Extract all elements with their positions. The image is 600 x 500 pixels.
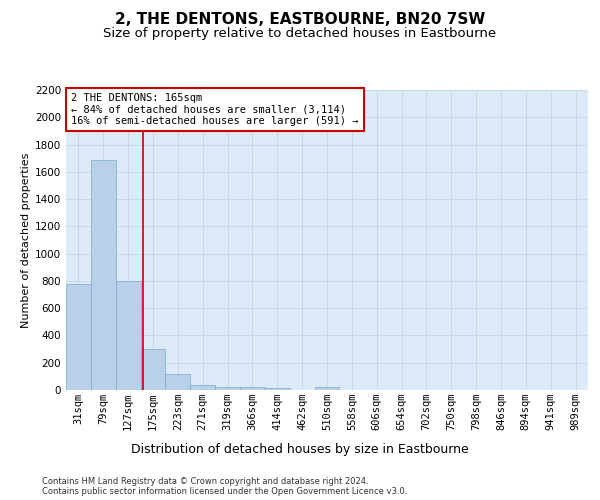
Bar [91,160,116,390]
Text: 2 THE DENTONS: 165sqm
← 84% of detached houses are smaller (3,114)
16% of semi-d: 2 THE DENTONS: 165sqm ← 84% of detached … [71,93,359,126]
Text: 2, THE DENTONS, EASTBOURNE, BN20 7SW: 2, THE DENTONS, EASTBOURNE, BN20 7SW [115,12,485,28]
Bar [66,284,91,390]
Bar [166,374,190,390]
Bar [215,387,240,390]
Text: Contains HM Land Registry data © Crown copyright and database right 2024.: Contains HM Land Registry data © Crown c… [42,478,368,486]
Bar [116,281,140,390]
Bar [314,388,340,390]
Bar [190,385,215,390]
Bar [240,388,265,390]
Text: Size of property relative to detached houses in Eastbourne: Size of property relative to detached ho… [103,28,497,40]
Y-axis label: Number of detached properties: Number of detached properties [21,152,31,328]
Bar [140,349,166,390]
Text: Contains public sector information licensed under the Open Government Licence v3: Contains public sector information licen… [42,488,407,496]
Bar [265,388,290,390]
Text: Distribution of detached houses by size in Eastbourne: Distribution of detached houses by size … [131,442,469,456]
